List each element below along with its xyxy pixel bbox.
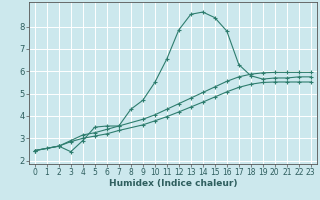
X-axis label: Humidex (Indice chaleur): Humidex (Indice chaleur) — [108, 179, 237, 188]
